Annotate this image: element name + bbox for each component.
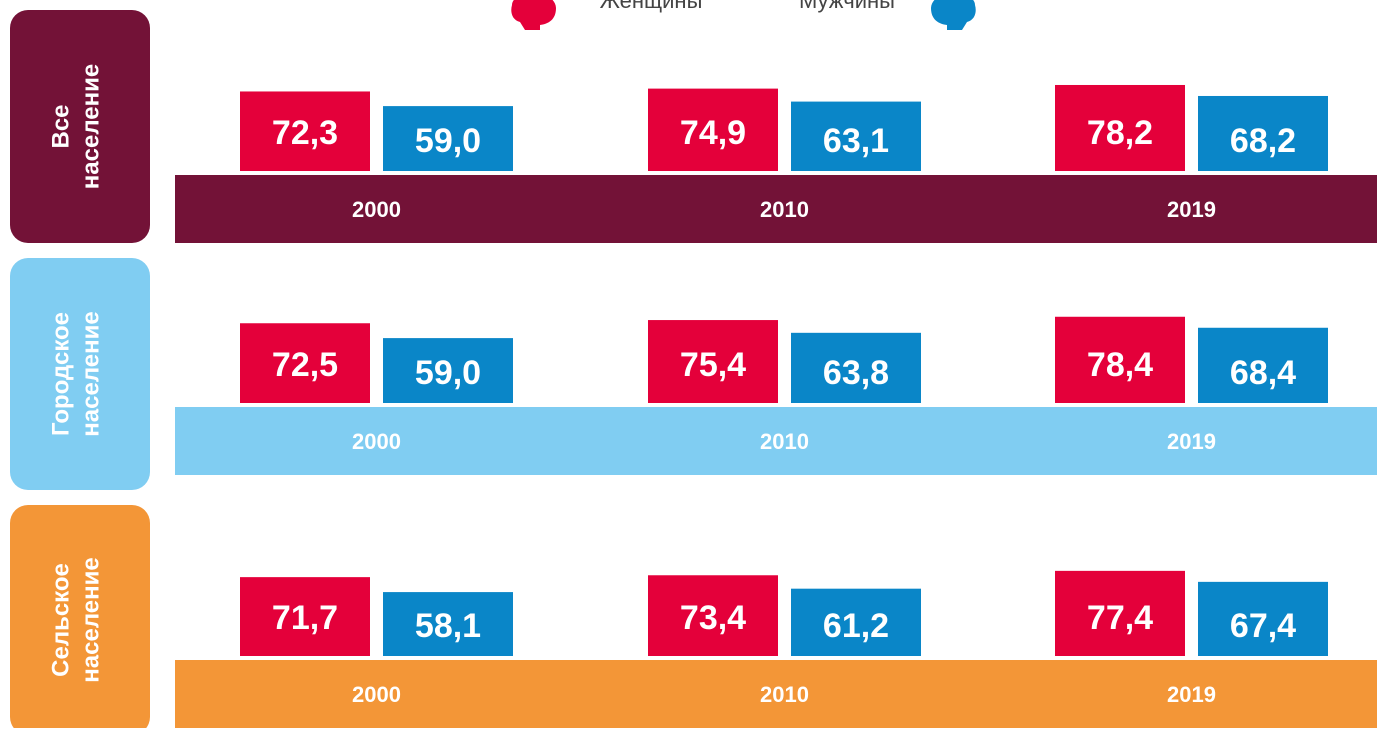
legend-women: Женщины <box>600 0 703 13</box>
legend-men: Мужчины <box>799 0 895 13</box>
women-icon <box>511 0 556 30</box>
year-label: 2010 <box>760 682 809 707</box>
panel-label: население <box>77 311 104 436</box>
bar <box>240 577 370 656</box>
value-label: 63,1 <box>823 122 889 160</box>
year-label: 2019 <box>1167 429 1216 454</box>
panel-label: Городское <box>47 312 74 436</box>
value-label: 59,0 <box>415 122 481 160</box>
bar <box>383 106 513 171</box>
value-label: 61,2 <box>823 607 889 645</box>
bar <box>791 588 921 656</box>
value-label: 68,4 <box>1230 354 1296 392</box>
value-label: 63,8 <box>823 354 889 392</box>
men-icon <box>931 0 976 30</box>
panel-label-box <box>10 258 150 490</box>
year-label: 2010 <box>760 197 809 222</box>
value-label: 73,4 <box>680 599 746 637</box>
year-label: 2000 <box>352 429 401 454</box>
value-label: 78,4 <box>1087 346 1153 384</box>
bar <box>240 91 370 171</box>
year-label: 2019 <box>1167 682 1216 707</box>
panel-label: население <box>77 557 104 682</box>
bar <box>648 575 778 656</box>
bar <box>1198 581 1328 656</box>
year-band <box>175 175 1377 243</box>
bar <box>648 320 778 403</box>
year-band <box>175 660 1377 728</box>
bar <box>240 323 370 403</box>
panel-label-box <box>10 10 150 243</box>
bar <box>791 332 921 403</box>
value-label: 58,1 <box>415 607 481 645</box>
panel-label: население <box>77 64 104 189</box>
panel-label: Сельское <box>47 563 74 677</box>
value-label: 71,7 <box>272 599 338 637</box>
year-label: 2000 <box>352 197 401 222</box>
value-label: 72,3 <box>272 114 338 152</box>
bar <box>1055 570 1185 656</box>
panel-label: Все <box>47 104 74 148</box>
value-label: 68,2 <box>1230 122 1296 160</box>
year-band <box>175 407 1377 475</box>
bar <box>791 101 921 171</box>
value-label: 77,4 <box>1087 599 1153 637</box>
value-label: 67,4 <box>1230 607 1296 645</box>
bar <box>1055 84 1185 171</box>
bar <box>1198 95 1328 171</box>
value-label: 74,9 <box>680 114 746 152</box>
bar <box>383 592 513 656</box>
year-label: 2010 <box>760 429 809 454</box>
value-label: 75,4 <box>680 346 746 384</box>
panel-label-box <box>10 505 150 733</box>
bar <box>648 88 778 171</box>
bar <box>1055 316 1185 403</box>
value-label: 72,5 <box>272 346 338 384</box>
bar <box>1198 327 1328 403</box>
year-label: 2000 <box>352 682 401 707</box>
bar <box>383 338 513 403</box>
value-label: 78,2 <box>1087 114 1153 152</box>
value-label: 59,0 <box>415 354 481 392</box>
year-label: 2019 <box>1167 197 1216 222</box>
